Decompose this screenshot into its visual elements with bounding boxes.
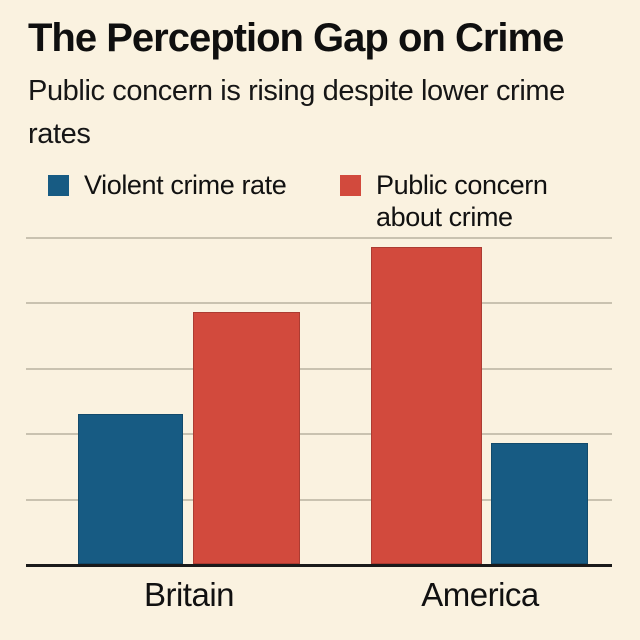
legend-swatch-red-icon (340, 175, 361, 196)
bar-britain-violent-crime-rate (78, 413, 183, 564)
legend-swatch-blue-icon (48, 175, 69, 196)
gridline-100 (26, 237, 612, 239)
gridline-60 (26, 367, 612, 370)
legend-item-public-concern: Public concern about crime (340, 170, 576, 234)
x-axis-line (26, 564, 612, 567)
legend-label-public-concern: Public concern about crime (376, 170, 548, 232)
bar-america-public-concern-about-crime (371, 246, 482, 564)
gridline-40 (26, 433, 612, 436)
chart-subtitle: Public concern is rising despite lower c… (28, 75, 565, 150)
category-label-america: America (421, 576, 539, 613)
gridline-20 (26, 498, 612, 501)
bar-britain-public-concern-about-crime (193, 312, 300, 564)
bar-america-violent-crime-rate (491, 443, 588, 564)
category-label-britain: Britain (143, 576, 235, 613)
legend-label-violent-crime-rate: Violent crime rate (84, 170, 287, 200)
chart-title: The Perception Gap on Crime (28, 16, 564, 60)
gridline-80 (26, 302, 612, 305)
legend-item-violent-crime-rate: Violent crime rate (48, 170, 287, 202)
